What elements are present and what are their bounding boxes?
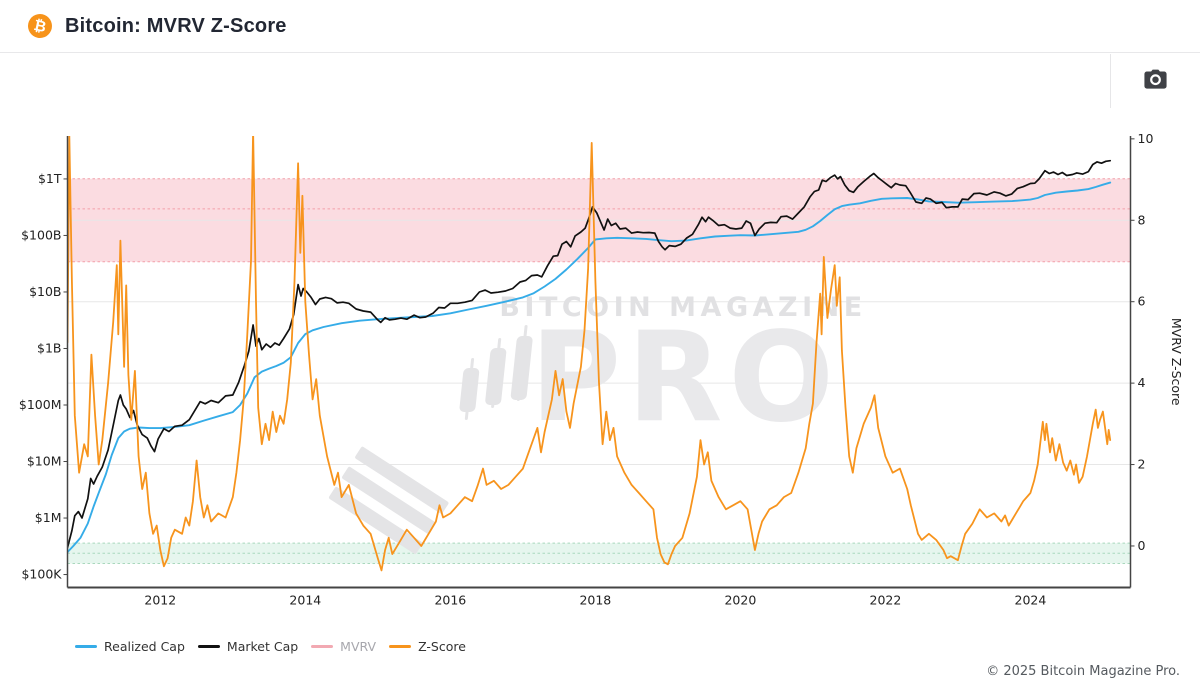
x-tick-label: 2022 — [870, 593, 902, 608]
chart-legend: Realized Cap Market Cap MVRV Z-Score — [75, 637, 466, 655]
legend-item-realized-cap[interactable]: Realized Cap — [75, 639, 185, 654]
watermark-line2: PRO — [530, 306, 840, 450]
y-right-axis-title: MVRV Z-Score — [1169, 318, 1184, 406]
copyright-text: © 2025 Bitcoin Magazine Pro. — [986, 664, 1180, 679]
toolbar-actions — [1110, 54, 1200, 108]
page-title: Bitcoin: MVRV Z-Score — [65, 14, 287, 37]
legend-swatch-realized-cap — [75, 644, 97, 648]
series-z-score-line — [67, 136, 1112, 572]
series-realized-cap-line — [67, 181, 1112, 554]
y-left-tick-label: $100K — [21, 567, 62, 582]
header: ₿ Bitcoin: MVRV Z-Score — [0, 0, 1200, 53]
y-left-tick-label: $1T — [38, 171, 62, 186]
x-tick-label: 2014 — [289, 593, 321, 608]
y-left-tick-label: $1M — [35, 510, 62, 525]
x-tick-label: 2016 — [434, 593, 466, 608]
series-market-cap-line — [67, 159, 1112, 549]
watermark-line1: BITCOIN MAGAZINE — [499, 292, 866, 323]
x-tick-label: 2020 — [724, 593, 756, 608]
legend-label: Realized Cap — [104, 638, 185, 654]
x-tick-label: 2018 — [579, 593, 611, 608]
y-right-tick-label: 10 — [1138, 131, 1154, 146]
legend-swatch-market-cap — [197, 644, 220, 648]
legend-swatch-z-score — [389, 644, 412, 648]
axes: $1T$100B$10B$1B$100M$10M$1M$100K10864202… — [19, 131, 1184, 608]
toolbar — [0, 54, 1200, 109]
mvrv-undervalued-zone — [67, 542, 1131, 564]
legend-label: Z-Score — [418, 638, 466, 654]
bmp-logo-icon — [328, 325, 533, 554]
x-tick-label: 2024 — [1015, 593, 1047, 608]
y-left-tick-label: $10M — [27, 454, 62, 469]
y-right-tick-label: 4 — [1138, 375, 1146, 390]
y-left-tick-label: $10B — [29, 284, 61, 299]
y-left-tick-label: $100B — [21, 227, 61, 242]
series-group — [67, 136, 1112, 572]
legend-swatch-mvrv — [311, 644, 334, 648]
x-tick-label: 2012 — [144, 593, 176, 608]
y-left-tick-label: $100M — [19, 397, 62, 412]
legend-item-mvrv[interactable]: MVRV — [311, 639, 376, 654]
chart-area: BITCOIN MAGAZINE PRO $1T $100B $10B $1B $100M $… — [0, 108, 1200, 690]
y-right-tick-label: 6 — [1138, 294, 1146, 309]
legend-label: MVRV — [340, 638, 377, 654]
camera-icon — [1144, 69, 1167, 93]
y-right-tick-label: 2 — [1138, 457, 1146, 472]
legend-item-market-cap[interactable]: Market Cap — [197, 638, 299, 654]
legend-item-z-score[interactable]: Z-Score — [389, 639, 466, 654]
screenshot-button[interactable] — [1136, 63, 1176, 99]
y-right-tick-label: 8 — [1138, 212, 1146, 227]
y-right-tick-label: 0 — [1138, 538, 1146, 553]
legend-label: Market Cap — [226, 638, 299, 654]
bitcoin-icon: ₿ — [25, 11, 55, 41]
y-left-tick-label: $1B — [37, 340, 61, 355]
